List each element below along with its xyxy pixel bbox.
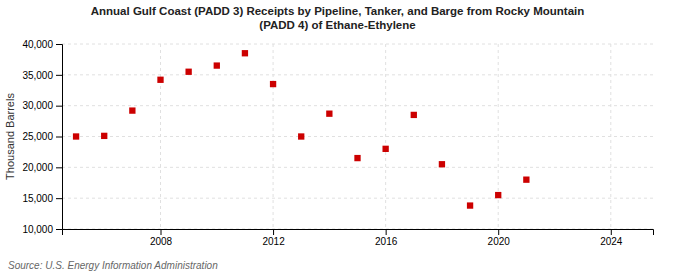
- y-tick: 15,000: [22, 193, 62, 204]
- x-tick: 2020: [488, 229, 511, 247]
- point: [523, 177, 529, 183]
- x-tick: 2016: [375, 229, 398, 247]
- y-tick: 35,000: [22, 70, 62, 81]
- y-tick: 30,000: [22, 100, 62, 111]
- x-tick-mark: [386, 229, 387, 235]
- point: [354, 155, 360, 161]
- y-tick-label: 25,000: [22, 131, 53, 142]
- point: [411, 112, 417, 118]
- y-tick: 20,000: [22, 162, 62, 173]
- y-tick-label: 40,000: [22, 39, 53, 50]
- y-tick-mark: [56, 75, 62, 76]
- grid-line-x: [610, 44, 611, 229]
- point: [270, 81, 276, 87]
- plot: 2008 2012 2016 2020 2024 10,000 15,000 20,000 25…: [22, 39, 653, 247]
- x-tick-mark: [273, 229, 274, 235]
- grid-line-x: [273, 44, 274, 229]
- y-tick: 25,000: [22, 131, 62, 142]
- point: [382, 146, 388, 152]
- y-tick-mark: [56, 137, 62, 138]
- x-axis-line: [63, 230, 654, 236]
- x-tick-label: 2012: [262, 236, 285, 247]
- point: [73, 133, 79, 139]
- y-axis-label: Thousand Barrels: [4, 93, 16, 180]
- grid-line-y: [62, 105, 653, 106]
- title: Annual Gulf Coast (PADD 3) Receipts by P…: [91, 5, 585, 31]
- x-tick-label: 2016: [375, 236, 398, 247]
- x-tick-mark: [161, 229, 162, 235]
- grid-line-y: [62, 167, 653, 168]
- grid-line-x: [160, 44, 161, 229]
- point: [298, 133, 304, 139]
- y-tick-label: 35,000: [22, 70, 53, 81]
- grid-line-y: [62, 44, 653, 45]
- y-tick-mark: [56, 229, 62, 230]
- x-tick: 2008: [150, 229, 173, 247]
- grid-line-y: [62, 74, 653, 75]
- point: [214, 62, 220, 68]
- y-tick-label: 20,000: [22, 162, 53, 173]
- source: Source: U.S. Energy Information Administ…: [8, 260, 218, 271]
- y-axis: 10,000 15,000 20,000 25,000 30,000 35,000 40,0…: [22, 39, 62, 235]
- x-axis: 2008 2012 2016 2020 2024: [63, 229, 654, 247]
- grid-line-x: [385, 44, 386, 229]
- x-tick-label: 2024: [600, 236, 623, 247]
- y-tick-mark: [56, 44, 62, 45]
- grid: [62, 44, 653, 229]
- x-tick-mark: [498, 229, 499, 235]
- grid-line-x: [498, 44, 499, 229]
- point: [101, 133, 107, 139]
- point: [495, 192, 501, 198]
- points: [73, 50, 530, 209]
- grid-line-y: [62, 136, 653, 137]
- point: [326, 111, 332, 117]
- y-tick-mark: [56, 167, 62, 168]
- point: [157, 77, 163, 83]
- y-tick-label: 30,000: [22, 100, 53, 111]
- x-tick-label: 2008: [150, 236, 173, 247]
- point: [185, 69, 191, 75]
- y-tick-label: 10,000: [22, 224, 53, 235]
- title-line: (PADD 4) of Ethane-Ethylene: [259, 19, 415, 31]
- y-tick-label: 15,000: [22, 193, 53, 204]
- x-tick: 2012: [262, 229, 285, 247]
- grid-line-y: [62, 198, 653, 199]
- chart: Annual Gulf Coast (PADD 3) Receipts by P…: [0, 0, 675, 275]
- y-tick-mark: [56, 198, 62, 199]
- point: [467, 202, 473, 208]
- y-axis-line: [56, 45, 63, 230]
- x-tick: 2024: [600, 229, 623, 247]
- y-tick: 10,000: [22, 224, 62, 235]
- point: [439, 161, 445, 167]
- point: [129, 107, 135, 113]
- point: [242, 50, 248, 56]
- x-tick-mark: [611, 229, 612, 235]
- y-tick-mark: [56, 106, 62, 107]
- x-tick-label: 2020: [488, 236, 511, 247]
- y-tick: 40,000: [22, 39, 62, 50]
- title-line: Annual Gulf Coast (PADD 3) Receipts by P…: [91, 5, 585, 17]
